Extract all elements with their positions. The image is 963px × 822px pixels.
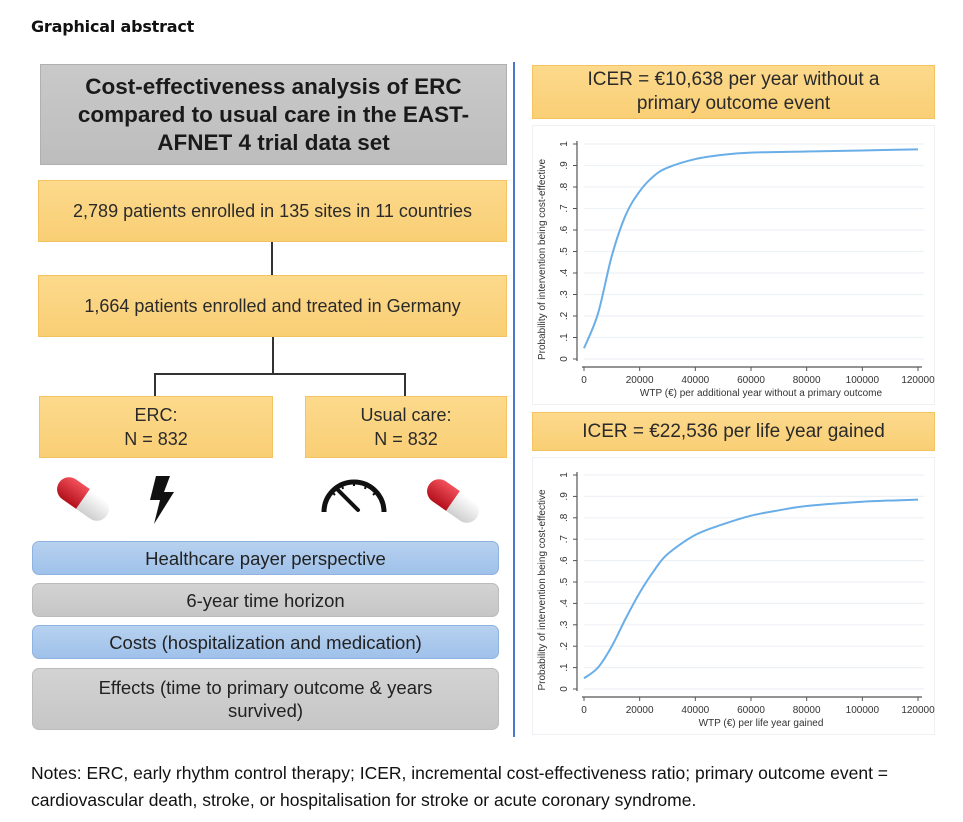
x-tick-label: 20000 — [626, 375, 654, 386]
x-tick-label: 120000 — [901, 375, 935, 386]
ceac-chart-2-panel: 0 .1 .2 .3 .4 .5 .6 .7 .8 .9 1 0 20000 40000 60000 8000… — [532, 457, 935, 735]
ceac-chart-2: 0 .1 .2 .3 .4 .5 .6 .7 .8 .9 1 0 20000 40000 60000 8000… — [537, 472, 935, 729]
section-divider — [513, 62, 515, 737]
x-tick-label: 40000 — [681, 705, 709, 716]
x-tick-label: 120000 — [901, 705, 935, 716]
perspective-box: Healthcare payer perspective — [32, 541, 499, 575]
costs-box: Costs (hospitalization and medication) — [32, 625, 499, 659]
ceac-chart-1: 0 .1 .2 .3 .4 .5 .6 .7 .8 .9 1 0 20000 40000 60000 8000… — [537, 141, 935, 399]
y-tick-label: .9 — [559, 492, 570, 501]
ceac-curve — [583, 148, 919, 349]
y-tick-label: .2 — [559, 642, 570, 651]
y-tick-label: .6 — [559, 225, 570, 234]
y-tick-label: .5 — [559, 577, 570, 586]
y-tick-label: .2 — [559, 311, 570, 320]
x-tick-label: 60000 — [737, 705, 765, 716]
erc-arm-box: ERC: N = 832 — [39, 396, 273, 458]
enrolled-germany-box: 1,664 patients enrolled and treated in G… — [38, 275, 507, 337]
footnote: Notes: ERC, early rhythm control therapy… — [31, 763, 889, 810]
arm-n: N = 832 — [124, 429, 188, 449]
study-title-box: Cost-effectiveness analysis of ERC compa… — [40, 64, 507, 165]
arm-label: Usual care: — [360, 405, 452, 425]
arm-label: ERC: — [134, 405, 178, 425]
x-tick-label: 40000 — [681, 375, 709, 386]
y-tick-label: 1 — [559, 141, 570, 147]
y-axis-label: Probability of intervention being cost-e… — [537, 159, 548, 360]
enrolled-all-box: 2,789 patients enrolled in 135 sites in … — [38, 180, 507, 242]
y-axis-label: Probability of intervention being cost-e… — [537, 489, 548, 690]
y-tick-label: .6 — [559, 556, 570, 565]
connector-line — [154, 373, 406, 375]
x-tick-label: 100000 — [846, 375, 880, 386]
y-tick-label: .4 — [559, 268, 570, 277]
icer-primary-outcome-box: ICER = €10,638 per year without a primar… — [532, 65, 935, 119]
x-axis-label: WTP (€) per additional year without a pr… — [640, 388, 883, 399]
page-heading: Graphical abstract — [31, 17, 195, 36]
connector-line — [271, 242, 273, 275]
y-tick-label: .8 — [559, 513, 570, 522]
x-tick-label: 0 — [581, 705, 587, 716]
x-tick-label: 20000 — [626, 705, 654, 716]
connector-line — [272, 337, 274, 373]
y-tick-label: .1 — [559, 333, 570, 342]
x-axis-label: WTP (€) per life year gained — [699, 718, 824, 729]
y-tick-label: .9 — [559, 161, 570, 170]
pill-icon — [57, 477, 109, 521]
effects-box: Effects (time to primary outcome & years… — [32, 668, 499, 730]
y-tick-label: 0 — [559, 356, 570, 362]
y-tick-label: .7 — [559, 204, 570, 213]
y-tick-label: .8 — [559, 182, 570, 191]
y-tick-label: .7 — [559, 535, 570, 544]
y-tick-label: .5 — [559, 247, 570, 256]
connector-line — [154, 373, 156, 396]
usual-care-arm-box: Usual care: N = 832 — [305, 396, 507, 458]
ceac-chart-1-panel: 0 .1 .2 .3 .4 .5 .6 .7 .8 .9 1 0 20000 40000 60000 8000… — [532, 125, 935, 405]
arm-n: N = 832 — [374, 429, 438, 449]
x-tick-label: 0 — [581, 375, 587, 386]
x-tick-label: 60000 — [737, 375, 765, 386]
x-tick-label: 80000 — [793, 375, 821, 386]
time-horizon-box: 6-year time horizon — [32, 583, 499, 617]
y-tick-label: .3 — [559, 620, 570, 629]
y-tick-label: .3 — [559, 290, 570, 299]
pill-icon — [427, 479, 479, 523]
y-tick-label: 1 — [559, 472, 570, 478]
y-tick-label: 0 — [559, 686, 570, 692]
speedometer-icon — [321, 479, 387, 513]
lightning-bolt-icon — [150, 476, 174, 524]
x-tick-label: 100000 — [846, 705, 880, 716]
x-tick-label: 80000 — [793, 705, 821, 716]
connector-line — [404, 373, 406, 396]
y-tick-label: .1 — [559, 663, 570, 672]
y-tick-label: .4 — [559, 599, 570, 608]
icer-life-year-box: ICER = €22,536 per life year gained — [532, 412, 935, 451]
ceac-curve — [583, 498, 919, 680]
